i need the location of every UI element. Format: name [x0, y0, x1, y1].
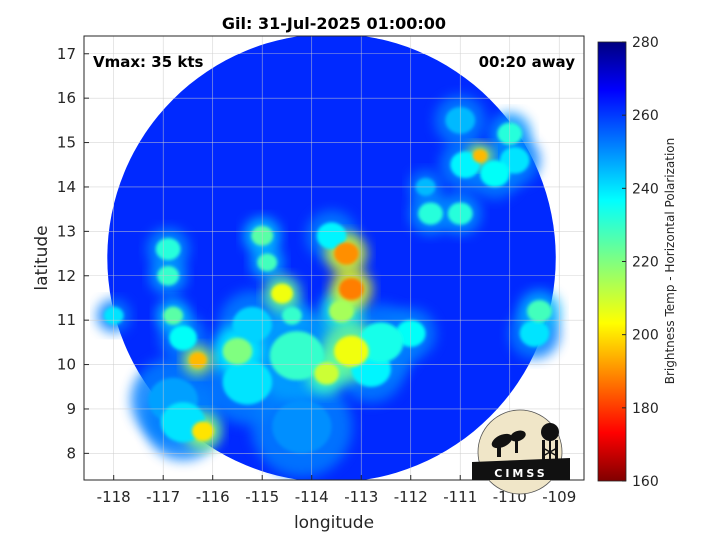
feature-core: [271, 283, 293, 304]
x-tick-label: -111: [443, 488, 477, 506]
convection-features: [96, 95, 561, 478]
x-tick-label: -116: [196, 488, 230, 506]
x-tick-label: -112: [394, 488, 428, 506]
feature-core: [527, 300, 552, 323]
y-tick-label: 15: [57, 134, 76, 152]
x-tick-label: -115: [245, 488, 279, 506]
y-axis-label: latitude: [32, 225, 52, 290]
water-tower-icon: [541, 423, 559, 462]
colorbar-tick-label: 280: [632, 35, 659, 51]
y-tick-label: 16: [57, 89, 76, 107]
feature-core: [472, 149, 488, 163]
feature-core: [191, 421, 214, 441]
x-tick-label: -113: [344, 488, 378, 506]
feature-core: [163, 306, 184, 325]
plot-title: Gil: 31-Jul-2025 01:00:00: [222, 14, 446, 33]
y-axis-ticks: 8 9 10 11 12 13 14 15 16 17: [57, 45, 89, 462]
x-axis-ticks: -118 -117 -116 -115 -114 -113 -112 -111 -110 -109: [97, 475, 576, 506]
feature-core: [169, 325, 197, 351]
feature-core: [155, 237, 181, 261]
feature-core: [282, 306, 302, 325]
x-tick-label: -118: [97, 488, 131, 506]
x-axis-label: longitude: [294, 513, 374, 533]
feature-core: [480, 160, 510, 188]
feature-core: [334, 335, 369, 367]
feature-core: [222, 360, 273, 405]
feature-core: [316, 222, 347, 250]
feature-core: [188, 352, 207, 369]
feature-core: [272, 399, 332, 454]
y-tick-label: 9: [66, 400, 76, 418]
y-tick-label: 14: [57, 178, 76, 196]
feature-core: [314, 362, 339, 385]
feature-core: [358, 322, 404, 363]
colorbar: [597, 41, 627, 482]
y-tick-label: 17: [57, 45, 76, 63]
feature-core: [269, 331, 325, 381]
feature-core: [334, 242, 359, 265]
colorbar-tick-label: 260: [632, 108, 659, 124]
logo-text: CIMSS: [494, 467, 547, 480]
colorbar-tick-label: 180: [632, 401, 659, 417]
colorbar-ticks: 160 180 200 220 240 260 280: [622, 35, 659, 490]
feature-core: [329, 300, 354, 323]
y-tick-label: 11: [57, 311, 76, 329]
satellite-dish-icon: [491, 430, 526, 457]
feature-core: [450, 151, 481, 179]
y-tick-label: 8: [66, 444, 76, 462]
feature-core: [418, 202, 443, 225]
vmax-annotation: Vmax: 35 kts: [93, 53, 203, 71]
y-tick-label: 13: [57, 222, 76, 240]
colorbar-tick-label: 160: [632, 474, 659, 490]
y-tick-label: 12: [57, 267, 76, 285]
x-tick-label: -109: [542, 488, 576, 506]
colorbar-label: Brightness Temp - Horizontal Polarizatio…: [663, 138, 677, 385]
feature-core: [519, 320, 550, 347]
feature-core: [338, 277, 364, 301]
y-tick-label: 10: [57, 356, 76, 374]
feature-core: [232, 306, 273, 343]
colorbar-tick-label: 200: [632, 328, 659, 344]
cimss-logo: CIMSS: [472, 409, 570, 495]
colorbar-tick-label: 220: [632, 255, 659, 271]
x-tick-label: -114: [295, 488, 329, 506]
x-tick-label: -117: [146, 488, 180, 506]
colorbar-tick-label: 240: [632, 181, 659, 197]
time-away-annotation: 00:20 away: [479, 53, 576, 71]
swath-layer: [96, 36, 561, 480]
axes-box: [83, 35, 585, 481]
logo-building: [472, 458, 570, 480]
feature-core: [222, 337, 253, 365]
feature-core: [257, 253, 278, 272]
